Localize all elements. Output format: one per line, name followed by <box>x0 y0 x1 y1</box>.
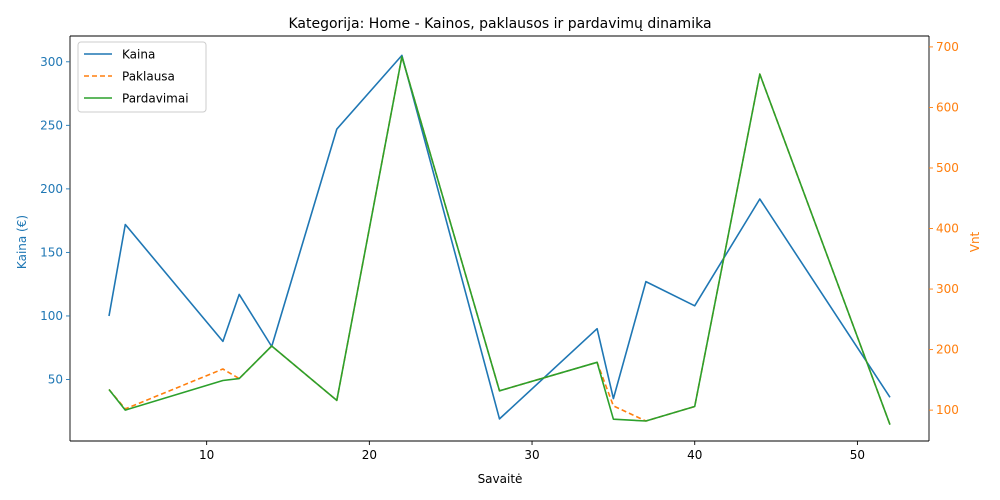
y-axis-left-title: Kaina (€) <box>15 215 29 269</box>
y-left-tick-label: 150 <box>40 245 63 259</box>
y-right-tick-label: 500 <box>936 161 959 175</box>
x-tick-label: 30 <box>524 448 539 462</box>
series-line-kaina <box>108 54 891 420</box>
x-tick-label: 20 <box>362 448 377 462</box>
y-right-tick-label: 100 <box>936 403 959 417</box>
x-tick-label: 50 <box>850 448 865 462</box>
legend-label-paklausa: Paklausa <box>122 70 175 84</box>
y-left-tick-label: 250 <box>40 118 63 132</box>
y-right-tick-label: 200 <box>936 343 959 357</box>
legend-frame <box>77 41 207 113</box>
y-right-tick-label: 400 <box>936 222 959 236</box>
y-axis-right-title: Vnt <box>968 231 982 252</box>
x-tick-label: 10 <box>199 448 214 462</box>
legend: Kaina Paklausa Pardavimai <box>77 41 207 113</box>
series-line-pardavimai <box>108 55 891 425</box>
y-right-tick-label: 700 <box>936 40 959 54</box>
y-right-tick-label: 300 <box>936 282 959 296</box>
axes: 10 20 30 40 50 50 100 150 200 250 300 100 200 300 400 5… <box>40 35 959 462</box>
y-right-tick-label: 600 <box>936 100 959 114</box>
legend-label-pardavimai: Pardavimai <box>122 92 189 106</box>
y-left-tick-label: 100 <box>40 309 63 323</box>
chart-title: Kategorija: Home - Kainos, paklausos ir … <box>288 16 711 32</box>
y-left-tick-label: 50 <box>48 372 63 386</box>
x-tick-label: 40 <box>687 448 702 462</box>
y-left-tick-label: 200 <box>40 182 63 196</box>
series-lines <box>108 54 891 425</box>
x-axis-title: Savaitė <box>478 472 523 486</box>
legend-label-kaina: Kaina <box>122 48 155 62</box>
y-left-tick-label: 300 <box>40 55 63 69</box>
